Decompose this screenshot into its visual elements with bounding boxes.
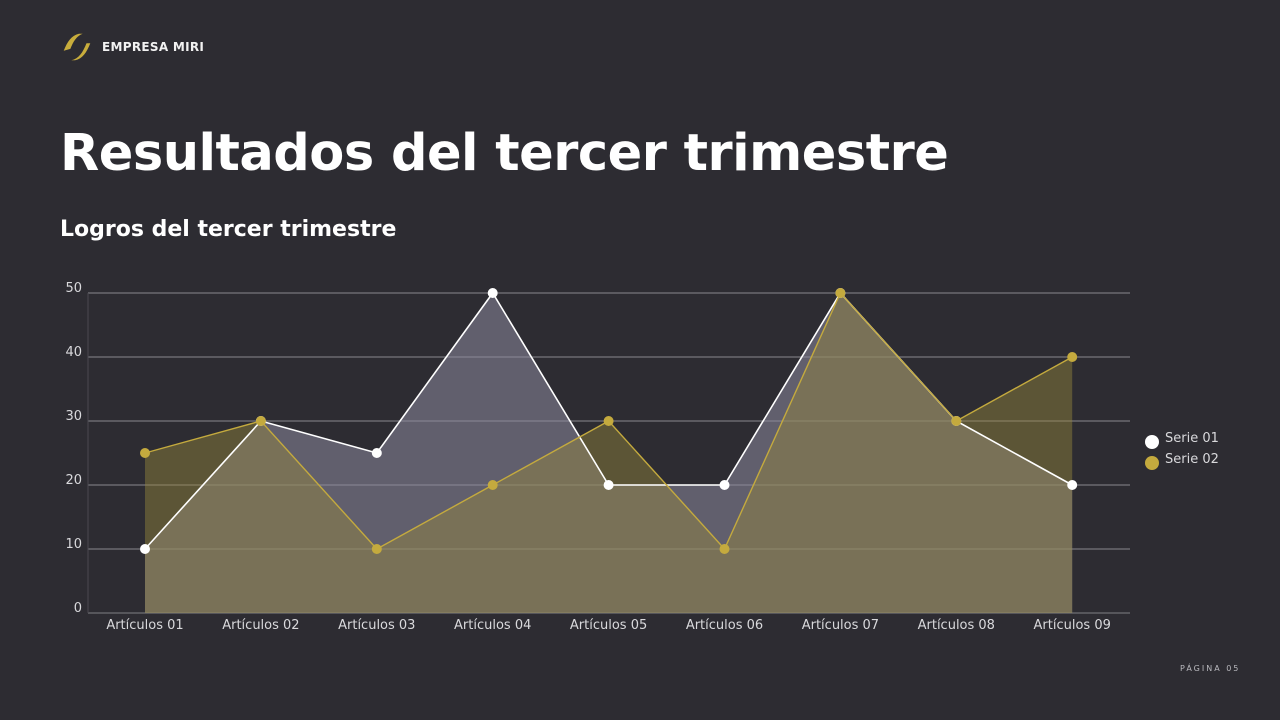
y-tick-label: 50 — [65, 281, 82, 296]
chart-subtitle: Logros del tercer trimestre — [60, 217, 397, 242]
x-tick-label: Artículos 03 — [338, 618, 415, 633]
y-tick-label: 10 — [65, 537, 82, 552]
x-axis-labels: Artículos 01 Artículos 02 Artículos 03 Artí… — [106, 618, 1111, 633]
legend-item-serie-02[interactable]: Serie 02 — [1145, 449, 1219, 470]
area-serie-02 — [145, 293, 1073, 613]
x-tick-label: Artículos 09 — [1034, 618, 1111, 633]
x-tick-label: Artículos 02 — [222, 618, 299, 633]
y-tick-label: 0 — [74, 601, 82, 616]
data-point[interactable] — [719, 544, 730, 554]
data-point[interactable] — [603, 480, 614, 490]
data-point[interactable] — [1067, 480, 1078, 490]
page-number: PÁGINA 05 — [1180, 664, 1241, 673]
chart-areas — [145, 293, 1073, 613]
x-tick-label: Artículos 01 — [106, 618, 183, 633]
data-point[interactable] — [719, 480, 730, 490]
data-point[interactable] — [951, 416, 962, 426]
data-point[interactable] — [487, 288, 498, 298]
data-point[interactable] — [140, 544, 150, 554]
data-point[interactable] — [371, 544, 382, 554]
legend-label: Serie 02 — [1165, 452, 1219, 467]
legend-label: Serie 01 — [1165, 431, 1219, 446]
serie-02-dot-icon — [1145, 455, 1159, 470]
chart-lines — [140, 288, 1078, 554]
x-tick-label: Artículos 07 — [802, 618, 879, 633]
x-tick-label: Artículos 06 — [686, 618, 763, 633]
x-tick-label: Artículos 08 — [918, 618, 995, 633]
x-tick-label: Artículos 04 — [454, 618, 531, 633]
data-point[interactable] — [371, 448, 382, 458]
area-serie-01 — [145, 293, 1073, 613]
data-point[interactable] — [603, 416, 614, 426]
x-tick-label: Artículos 05 — [570, 618, 647, 633]
y-axis-labels: 0 10 20 30 40 50 — [65, 281, 82, 616]
data-point[interactable] — [487, 480, 498, 490]
y-tick-label: 30 — [65, 409, 82, 424]
brand-logo: EMPRESA MIRI — [58, 28, 204, 66]
data-point[interactable] — [140, 448, 150, 458]
y-tick-label: 40 — [65, 345, 82, 360]
brand-name: EMPRESA MIRI — [102, 40, 205, 54]
data-point[interactable] — [255, 416, 266, 426]
y-tick-label: 20 — [65, 473, 82, 488]
data-point[interactable] — [1067, 352, 1078, 362]
double-slash-logo-icon — [63, 33, 91, 61]
serie-01-dot-icon — [1145, 434, 1159, 449]
legend-item-serie-01[interactable]: Serie 01 — [1145, 428, 1219, 449]
page-title: Resultados del tercer trimestre — [60, 124, 949, 183]
chart-legend: Serie 01 Serie 02 — [1145, 428, 1219, 470]
data-point[interactable] — [835, 288, 846, 298]
